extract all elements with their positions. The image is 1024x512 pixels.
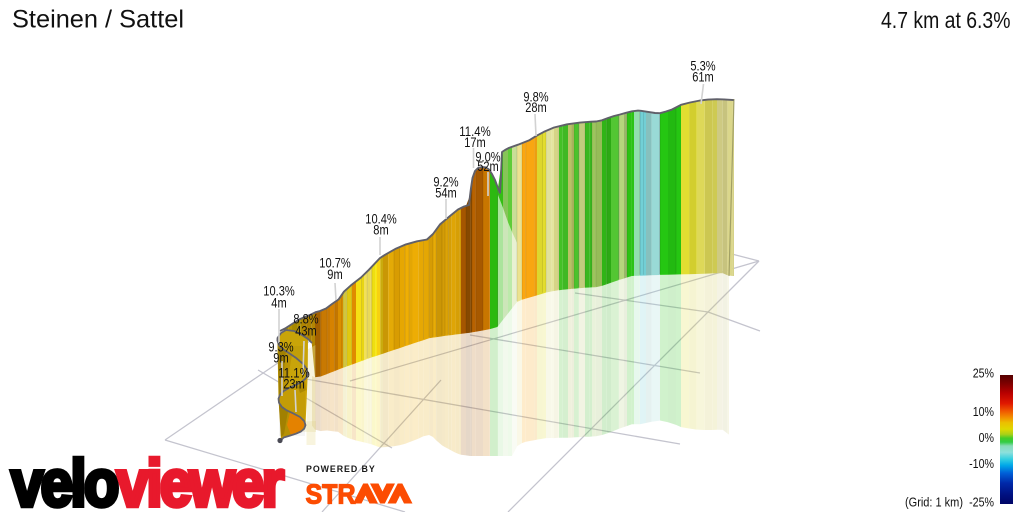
svg-text:11.1%: 11.1% — [278, 366, 309, 381]
svg-text:8.8%: 8.8% — [293, 312, 318, 327]
svg-text:11.4%: 11.4% — [459, 124, 490, 139]
svg-text:28m: 28m — [525, 100, 547, 115]
svg-text:(Grid: 1 km): (Grid: 1 km) — [905, 495, 963, 510]
svg-text:25%: 25% — [973, 366, 995, 381]
svg-text:10.3%: 10.3% — [263, 284, 294, 299]
svg-text:9m: 9m — [273, 351, 288, 366]
svg-text:8m: 8m — [373, 223, 388, 238]
svg-text:-10%: -10% — [969, 456, 994, 471]
svg-text:5.3%: 5.3% — [690, 59, 715, 74]
svg-text:9.2%: 9.2% — [433, 175, 458, 190]
svg-text:9m: 9m — [327, 267, 342, 282]
svg-text:-25%: -25% — [969, 495, 994, 510]
svg-text:23m: 23m — [283, 377, 305, 392]
svg-text:4m: 4m — [271, 296, 286, 311]
svg-text:STR: STR — [306, 479, 356, 510]
svg-text:Steinen / Sattel: Steinen / Sattel — [12, 6, 184, 34]
svg-text:43m: 43m — [295, 324, 317, 339]
svg-text:9.0%: 9.0% — [475, 150, 500, 165]
svg-text:54m: 54m — [435, 186, 457, 201]
svg-text:0%: 0% — [979, 430, 995, 445]
svg-text:10.4%: 10.4% — [365, 212, 396, 227]
svg-text:17m: 17m — [464, 135, 486, 150]
svg-text:61m: 61m — [692, 70, 714, 85]
svg-text:52m: 52m — [477, 159, 499, 174]
svg-text:9.3%: 9.3% — [268, 340, 293, 355]
svg-text:9.8%: 9.8% — [523, 90, 548, 105]
svg-text:4.7 km at 6.3%: 4.7 km at 6.3% — [881, 7, 1011, 33]
svg-text:10%: 10% — [973, 404, 995, 419]
svg-text:10.7%: 10.7% — [319, 256, 350, 271]
